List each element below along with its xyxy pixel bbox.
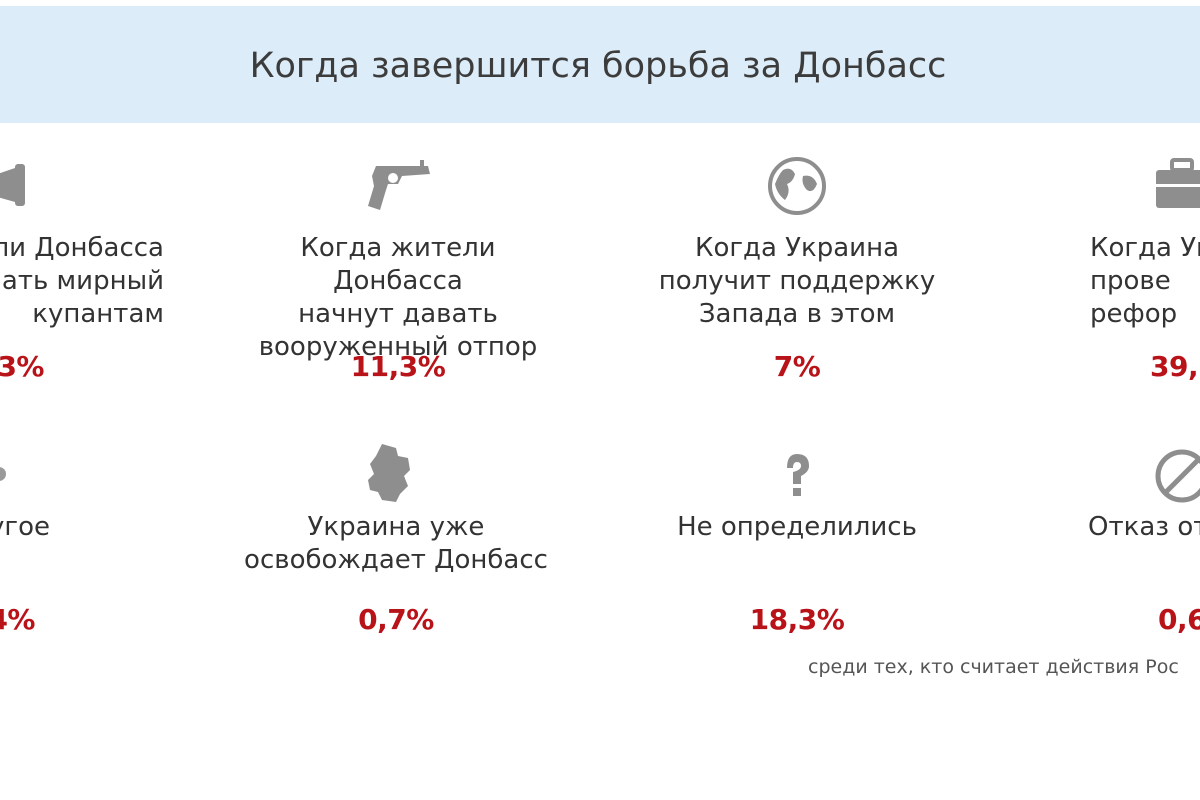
answer-item-peaceful: ли Донбасса ать мирный купантам ,3% xyxy=(0,150,240,390)
ellipsis-icon xyxy=(0,440,15,510)
answer-label: Не определились xyxy=(677,512,917,542)
header-banner: Когда завершится борьба за Донбасс xyxy=(0,6,1200,123)
answer-percent: 4% xyxy=(0,603,36,636)
answer-percent: 0,7% xyxy=(358,603,434,636)
answer-item-refused: Отказ от 0,6 xyxy=(1080,440,1200,660)
answer-percent: 11,3% xyxy=(350,350,446,383)
answer-label: Когда Ук прове рефор xyxy=(1090,233,1200,329)
answer-item-undecided: Не определились 18,3% xyxy=(637,440,957,660)
question-mark-icon xyxy=(757,440,837,510)
answer-label: Когда жители Донбасса начнут давать воор… xyxy=(258,233,538,362)
revolver-icon xyxy=(358,150,438,220)
answer-label: ли Донбасса ать мирный купантам xyxy=(0,233,164,329)
answer-label: Когда Украина получит поддержку Запада в… xyxy=(658,233,936,329)
answer-percent: 39,3 xyxy=(1150,350,1200,383)
answer-percent: ,3% xyxy=(0,350,45,383)
answer-item-west-support: Когда Украина получит поддержку Запада в… xyxy=(637,150,957,390)
globe-icon xyxy=(757,150,837,220)
footnote: среди тех, кто считает действия Рос xyxy=(808,656,1179,678)
answer-item-armed-resistance: Когда жители Донбасса начнут давать воор… xyxy=(238,150,558,390)
answer-item-other: угое 4% xyxy=(0,440,240,660)
answer-item-already-liberating: Украина уже освобождает Донбасс 0,7% xyxy=(236,440,556,660)
answer-percent: 18,3% xyxy=(749,603,845,636)
answer-percent: 0,6 xyxy=(1158,603,1200,636)
answer-item-reforms: Когда Ук прове рефор 39,3 xyxy=(1080,150,1200,390)
answer-percent: 7% xyxy=(773,350,821,383)
page-title: Когда завершится борьба за Донбасс xyxy=(249,46,947,86)
donbass-map-icon xyxy=(352,440,432,510)
answer-label: угое xyxy=(0,512,50,542)
no-entry-icon xyxy=(1140,440,1200,510)
answer-label: Отказ от xyxy=(1088,512,1200,542)
answer-label: Украина уже освобождает Донбасс xyxy=(244,512,548,575)
briefcase-icon xyxy=(1140,150,1200,220)
megaphone-icon xyxy=(0,150,50,220)
